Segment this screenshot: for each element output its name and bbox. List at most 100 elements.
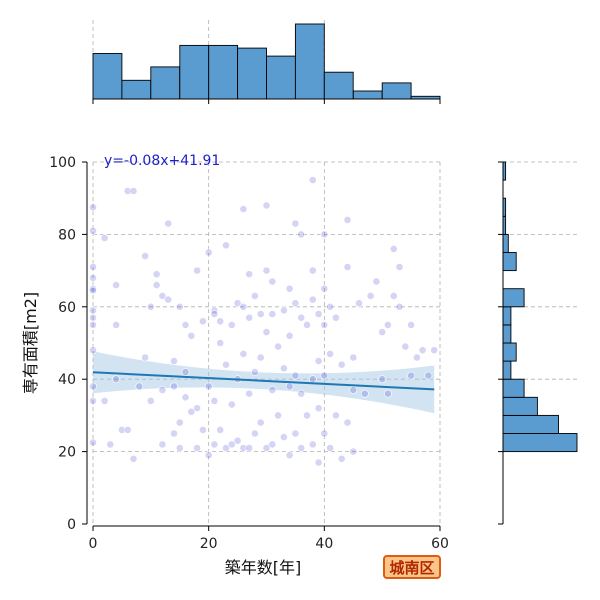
top-hist-bar (92, 53, 123, 100)
right-hist-bar (502, 378, 525, 398)
scatter-point (297, 313, 306, 322)
scatter-point (326, 302, 334, 311)
scatter-point (222, 241, 230, 250)
top-hist-bar (352, 90, 383, 100)
scatter-point (239, 205, 248, 213)
scatter-point (320, 284, 329, 293)
scatter-point (175, 418, 184, 427)
scatter-point (343, 418, 352, 427)
scatter-point (170, 357, 178, 365)
scatter-point (314, 310, 323, 318)
regression-band (93, 351, 435, 414)
scatter-point (297, 444, 306, 452)
right-hist-bar (502, 252, 517, 272)
y-tick-label: 0 (67, 517, 76, 533)
right-hist-bar (502, 414, 559, 434)
top-hist-bar (266, 55, 296, 100)
scatter-point (89, 396, 97, 405)
scatter-point (89, 286, 97, 295)
scatter-point (378, 328, 387, 336)
scatter-point (227, 320, 236, 329)
scatter-point (268, 440, 277, 449)
scatter-point (118, 425, 126, 434)
scatter-point (337, 454, 346, 463)
scatter-point (187, 407, 196, 416)
scatter-point (89, 306, 97, 315)
scatter-point (198, 425, 207, 434)
x-tick-label: 0 (89, 536, 98, 552)
scatter-point (412, 353, 421, 362)
right-hist-bar (502, 396, 538, 416)
scatter-point (89, 226, 97, 235)
y-tick-label: 20 (58, 445, 76, 461)
y-axis-label: 専有面積[m2] (21, 292, 40, 394)
scatter-point (135, 382, 144, 391)
scatter-point (164, 295, 173, 304)
scatter-point (89, 284, 97, 293)
axes: 0 20 40 60 0 20 40 60 80 100 (49, 155, 449, 552)
scatter-point (256, 418, 265, 427)
scatter-point (331, 313, 340, 322)
confidence-band (93, 351, 435, 414)
scatter-point (222, 444, 230, 452)
scatter-point (308, 266, 317, 275)
scatter-point (314, 357, 323, 365)
scatter-point (279, 433, 288, 441)
scatter-point (291, 219, 300, 228)
scatter-point (268, 277, 277, 286)
top-hist-bar (381, 82, 412, 100)
right-hist-bar (502, 233, 509, 253)
scatter-point (152, 281, 161, 289)
scatter-point (407, 371, 415, 380)
scatter-point (383, 320, 392, 329)
scatter-point (245, 444, 254, 452)
x-axis-label: 築年数[年] (225, 558, 302, 577)
scatter-point (274, 342, 282, 351)
scatter-point (262, 444, 271, 452)
scatter-point (383, 389, 392, 398)
scatter-point (308, 176, 317, 184)
scatter-point (291, 429, 300, 438)
scatter-point (170, 382, 178, 391)
scatter-point (407, 320, 415, 329)
scatter-point (285, 382, 294, 391)
scatter-point (89, 320, 97, 329)
scatter-point (89, 273, 97, 282)
scatter-point (170, 429, 178, 438)
y-tick-label: 60 (58, 300, 76, 316)
scatter-points (89, 176, 439, 467)
x-tick-label: 60 (431, 536, 449, 552)
scatter-point (245, 389, 254, 398)
scatter-point (326, 349, 334, 358)
scatter-point (424, 371, 433, 380)
scatter-point (262, 266, 271, 275)
right-histogram (498, 161, 580, 525)
scatter-point (193, 404, 201, 413)
scatter-point (216, 339, 225, 347)
scatter-point (216, 317, 225, 326)
scatter-point (285, 331, 294, 340)
scatter-point (233, 299, 242, 308)
scatter-point (158, 386, 167, 394)
scatter-point (274, 411, 282, 420)
right-hist-bar (502, 433, 578, 453)
y-tick-label: 100 (49, 155, 76, 171)
scatter-point (198, 317, 207, 326)
scatter-point (389, 244, 398, 253)
right-hist-bar (502, 342, 517, 362)
scatter-point (141, 353, 149, 362)
scatter-point (395, 263, 404, 271)
scatter-point (123, 187, 132, 195)
scatter-point (262, 328, 271, 336)
scatter-point (378, 375, 387, 384)
scatter-point (326, 444, 334, 452)
top-hist-bar (208, 44, 239, 100)
scatter-point (100, 234, 109, 242)
scatter-point (164, 219, 173, 228)
scatter-point (430, 346, 439, 355)
scatter-point (193, 266, 201, 275)
scatter-point (112, 320, 120, 329)
scatter-point (89, 346, 97, 355)
right-hist-bar (502, 288, 525, 308)
